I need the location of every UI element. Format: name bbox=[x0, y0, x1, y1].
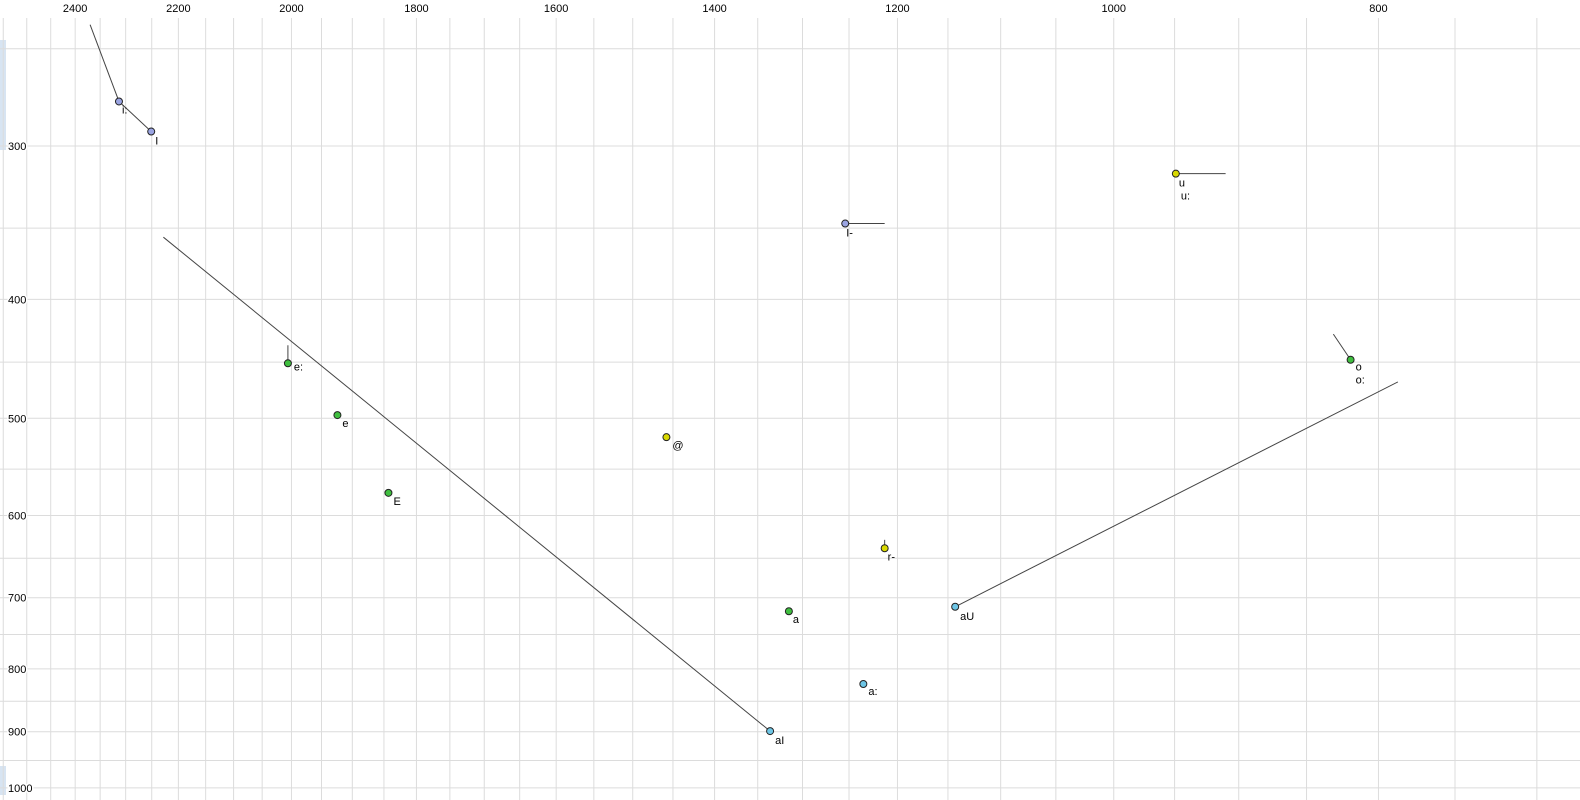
x-axis-tick-label: 800 bbox=[1369, 3, 1387, 15]
vowel-point-e:[interactable] bbox=[283, 359, 292, 368]
vowel-point-a[interactable] bbox=[784, 607, 793, 616]
y-axis-tick-label: 900 bbox=[8, 727, 26, 739]
vowel-label-a: a bbox=[793, 614, 800, 626]
vowel-label-e: e bbox=[342, 418, 348, 430]
vowel-label-r-: r- bbox=[888, 551, 896, 563]
vowel-label-u: u bbox=[1179, 178, 1185, 190]
y-axis-tick-label: 800 bbox=[8, 664, 26, 676]
vowel-point-a:[interactable] bbox=[859, 680, 868, 689]
y-axis-tick-label: 700 bbox=[8, 593, 26, 605]
vowel-point-e[interactable] bbox=[333, 411, 342, 420]
vowel-point-u[interactable] bbox=[1171, 169, 1180, 178]
x-axis-tick-label: 1000 bbox=[1101, 3, 1125, 15]
x-axis-tick-label: 2000 bbox=[279, 3, 303, 15]
x-axis-tick-label: 1800 bbox=[404, 3, 428, 15]
vowel-label-aI: aI bbox=[775, 735, 784, 747]
vowel-label-I-: I- bbox=[846, 228, 853, 240]
vowel-label-I: I bbox=[155, 136, 158, 148]
vowel-label-i:: i: bbox=[122, 104, 128, 116]
vowel-point-I-[interactable] bbox=[841, 219, 850, 228]
vowel-label-o: o bbox=[1356, 362, 1362, 374]
y-axis-tick-label: 600 bbox=[8, 511, 26, 523]
y-axis-tick-label: 300 bbox=[8, 141, 26, 153]
vowel-label-e:: e: bbox=[294, 361, 303, 373]
vowel-point-aU[interactable] bbox=[951, 602, 960, 611]
y-axis-tick-label: 500 bbox=[8, 413, 26, 425]
segment-i-long-onset bbox=[89, 24, 120, 102]
x-axis-tick-label: 1400 bbox=[702, 3, 726, 15]
segment-i-long-to-I bbox=[118, 101, 152, 132]
vowel-point-r-[interactable] bbox=[880, 544, 889, 553]
segment-aU-trajectory bbox=[954, 381, 1399, 608]
vowel-point-I[interactable] bbox=[147, 127, 156, 136]
x-axis-tick-label: 2400 bbox=[63, 3, 87, 15]
vowel-point-E[interactable] bbox=[384, 488, 393, 497]
y-axis-tick-label: 400 bbox=[8, 294, 26, 306]
segment-aI-trajectory bbox=[163, 236, 771, 732]
vowel-label-a:: a: bbox=[868, 686, 877, 698]
y-axis-tick-label: 1000 bbox=[8, 783, 32, 795]
x-axis-tick-label: 1200 bbox=[885, 3, 909, 15]
vowel-label-@: @ bbox=[672, 440, 683, 452]
vowel-point-i:[interactable] bbox=[114, 97, 123, 106]
vowel-label-o:: o: bbox=[1356, 375, 1365, 387]
vowel-label-u:: u: bbox=[1181, 191, 1190, 203]
vowel-point-aI[interactable] bbox=[766, 727, 775, 736]
x-axis-tick-label: 2200 bbox=[166, 3, 190, 15]
vowel-point-@[interactable] bbox=[662, 433, 671, 442]
segment-o-long-onset bbox=[1332, 333, 1352, 361]
vowel-label-aU: aU bbox=[960, 611, 974, 623]
vowel-label-E: E bbox=[393, 496, 400, 508]
vowel-point-o[interactable] bbox=[1346, 355, 1355, 364]
x-axis-tick-label: 1600 bbox=[544, 3, 568, 15]
